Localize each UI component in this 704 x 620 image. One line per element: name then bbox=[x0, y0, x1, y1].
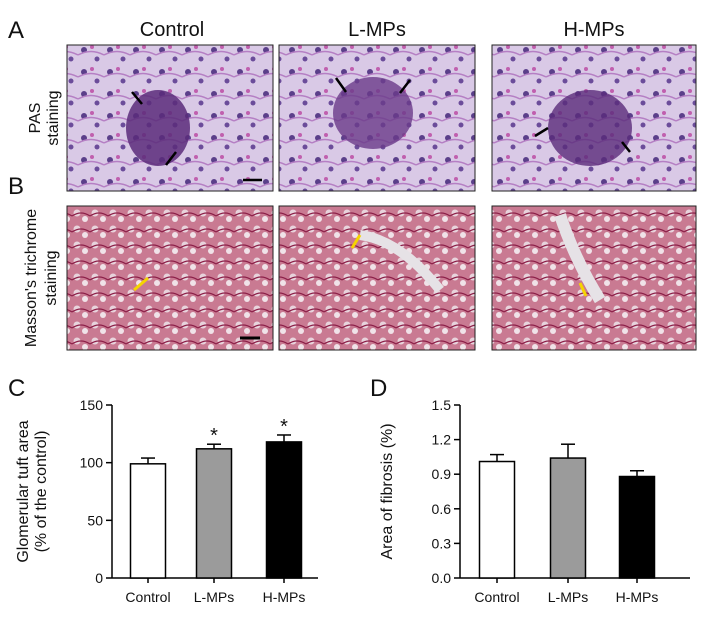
y-tick-label: 100 bbox=[80, 455, 104, 471]
masson-image-l-mps bbox=[278, 205, 476, 351]
glomerulus bbox=[548, 90, 632, 166]
labels: A B C D Control L-MPs H-MPs PAS staining… bbox=[8, 17, 625, 402]
y-tick-label: 0.6 bbox=[432, 501, 452, 517]
column-header: L-MPs bbox=[348, 19, 406, 41]
y-tick-label: 0.3 bbox=[432, 535, 452, 551]
bar bbox=[129, 463, 167, 579]
x-tick-label: Control bbox=[125, 589, 170, 605]
y-tick-label: 50 bbox=[87, 512, 103, 528]
y-tick-label: 1.5 bbox=[432, 397, 452, 413]
significance-label: * bbox=[210, 425, 218, 447]
column-header: Control bbox=[140, 19, 204, 41]
x-tick-label: L-MPs bbox=[194, 589, 234, 605]
bar bbox=[265, 441, 303, 579]
y-axis-label: Glomerular tuft area bbox=[15, 420, 32, 562]
bar bbox=[195, 448, 233, 579]
vessel bbox=[359, 230, 444, 294]
y-tick-label: 1.2 bbox=[432, 432, 452, 448]
y-axis-label: Area of fibrosis (%) bbox=[379, 423, 396, 559]
panel-label: D bbox=[370, 375, 387, 402]
x-tick-label: H-MPs bbox=[263, 589, 306, 605]
micrographs bbox=[66, 44, 697, 351]
x-tick-label: L-MPs bbox=[548, 589, 588, 605]
y-tick-label: 150 bbox=[80, 397, 104, 413]
bar bbox=[549, 457, 587, 579]
panel-label: B bbox=[8, 173, 24, 200]
vessel bbox=[554, 213, 606, 304]
y-tick-label: 0 bbox=[95, 570, 103, 586]
glomerulus bbox=[126, 90, 190, 166]
glomerulus bbox=[333, 77, 413, 149]
row-label: Masson's trichrome bbox=[23, 209, 40, 347]
y-tick-label: 0.0 bbox=[432, 570, 452, 586]
y-tick-label: 0.9 bbox=[432, 466, 452, 482]
row-label: staining bbox=[43, 250, 60, 305]
row-label: PAS bbox=[27, 103, 44, 134]
panel-label: A bbox=[8, 17, 24, 44]
yellow-arrows bbox=[133, 234, 588, 297]
arrows bbox=[131, 77, 631, 166]
y-axis-label: (% of the control) bbox=[33, 431, 50, 553]
bar bbox=[618, 475, 656, 579]
panel-label: C bbox=[8, 375, 25, 402]
x-tick-label: Control bbox=[474, 589, 519, 605]
masson-image-control bbox=[66, 205, 274, 351]
bar bbox=[478, 460, 516, 579]
column-header: H-MPs bbox=[563, 19, 624, 41]
x-tick-label: H-MPs bbox=[616, 589, 659, 605]
significance-label: * bbox=[280, 416, 288, 438]
row-label: staining bbox=[45, 90, 62, 145]
